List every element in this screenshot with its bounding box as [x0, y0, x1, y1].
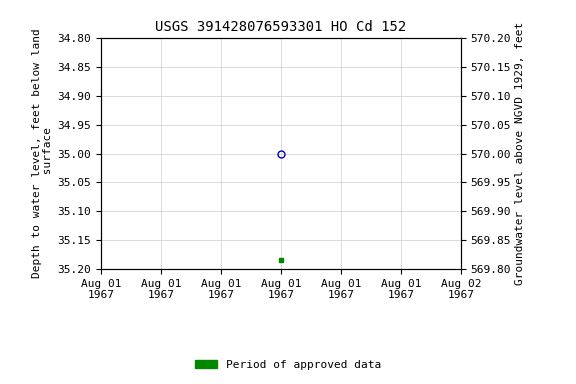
Legend: Period of approved data: Period of approved data: [191, 356, 385, 375]
Y-axis label: Depth to water level, feet below land
 surface: Depth to water level, feet below land su…: [32, 29, 53, 278]
Title: USGS 391428076593301 HO Cd 152: USGS 391428076593301 HO Cd 152: [155, 20, 407, 35]
Y-axis label: Groundwater level above NGVD 1929, feet: Groundwater level above NGVD 1929, feet: [515, 22, 525, 285]
